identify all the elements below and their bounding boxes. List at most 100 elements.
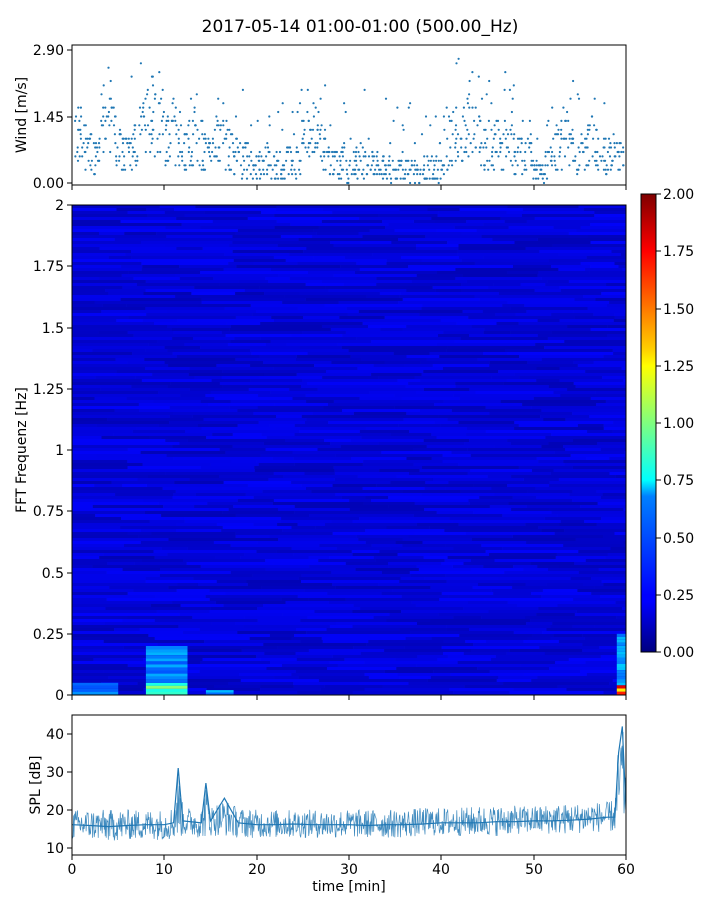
- spectrogram-cell: [424, 577, 499, 580]
- wind-point: [605, 164, 608, 167]
- spectrogram-cell: [205, 595, 298, 598]
- wind-point: [295, 146, 298, 149]
- spectrogram-cell: [185, 430, 268, 433]
- wind-point: [554, 133, 557, 136]
- spectrogram-cell: [417, 622, 527, 625]
- spectrogram-cell: [446, 628, 469, 631]
- spectrogram-cell: [221, 376, 260, 379]
- spectrogram-cell: [266, 436, 362, 439]
- wind-point: [313, 150, 316, 154]
- wind-point: [554, 164, 557, 167]
- wind-point: [322, 168, 325, 171]
- wind-point: [454, 128, 457, 131]
- spectrogram-cell: [473, 511, 552, 514]
- spectrogram-cell: [122, 286, 195, 289]
- spectrogram-cell: [409, 472, 468, 475]
- wind-point: [233, 173, 236, 176]
- spectrogram-cell: [601, 580, 626, 583]
- wind-point: [90, 159, 93, 162]
- wind-point: [451, 164, 454, 167]
- wind-point: [437, 181, 440, 185]
- spectrogram-cell: [148, 343, 185, 346]
- spectrogram-cell: [325, 286, 433, 289]
- wind-point: [460, 146, 463, 149]
- spectrogram-cell: [72, 562, 108, 565]
- wind-point: [505, 128, 508, 131]
- wind-point: [567, 146, 570, 149]
- spectrogram-cell: [399, 295, 475, 298]
- wind-point: [146, 93, 149, 96]
- spectrogram-cell: [166, 454, 261, 457]
- spectrogram-cell: [350, 439, 424, 442]
- spectrogram-cell: [537, 238, 620, 241]
- spectrogram-cell: [553, 634, 583, 637]
- spectrogram-cell: [263, 361, 332, 364]
- spectrogram-cell: [473, 484, 508, 487]
- spectrogram-cell: [72, 403, 139, 406]
- spectrogram-cell: [471, 559, 495, 562]
- spectrogram-cell: [552, 622, 626, 625]
- spectrogram-cell: [184, 520, 281, 523]
- spectrogram-cell: [272, 457, 294, 460]
- spectrogram-cell: [254, 469, 335, 472]
- spectrogram-cell: [167, 310, 256, 313]
- wind-point: [516, 150, 519, 154]
- wind-point: [446, 168, 449, 171]
- spectrogram-cell: [126, 304, 199, 307]
- spectrogram-cell: [549, 481, 626, 484]
- spectrogram-cell: [623, 379, 626, 382]
- wind-point: [609, 168, 612, 171]
- wind-point: [295, 177, 298, 180]
- spectrogram-cell: [509, 691, 604, 694]
- spectrogram-cell: [105, 622, 212, 625]
- spectrogram-cell: [507, 301, 610, 304]
- spectrogram-cell: [203, 418, 307, 421]
- spectrogram-cell: [465, 640, 487, 643]
- spectrogram-cell: [361, 358, 427, 361]
- spectrogram-cell: [624, 451, 626, 454]
- wind-point: [298, 168, 301, 171]
- spectrogram-cell: [586, 457, 610, 460]
- spectrogram-cell: [199, 670, 296, 673]
- wind-point: [203, 150, 206, 154]
- wind-point: [177, 155, 180, 158]
- wind-point: [318, 133, 321, 136]
- wind-point: [94, 146, 97, 149]
- spectrogram-cell: [349, 508, 425, 511]
- spectrogram-cell: [352, 691, 453, 694]
- spectrogram-cell: [548, 442, 598, 445]
- spectrogram-cell: [270, 391, 370, 394]
- wind-point: [112, 124, 116, 127]
- wind-point: [359, 142, 362, 145]
- spectrogram-cell: [140, 541, 214, 544]
- spectrogram-cell: [458, 421, 515, 424]
- wind-point: [343, 142, 346, 145]
- wind-point: [338, 173, 341, 176]
- wind-point: [574, 155, 577, 158]
- wind-point: [550, 159, 553, 162]
- wind-point: [160, 119, 163, 122]
- wind-point: [151, 75, 154, 78]
- wind-point: [388, 155, 391, 158]
- spectrogram-cell: [200, 226, 275, 229]
- wind-point: [424, 115, 428, 118]
- wind-point: [258, 177, 262, 180]
- spectrogram-cell: [154, 619, 258, 622]
- spectrogram-cell: [356, 535, 409, 538]
- spectrogram-cell: [201, 301, 283, 304]
- spectrogram-cell: [427, 205, 508, 208]
- wind-point: [96, 150, 99, 154]
- spectrogram-cell: [580, 226, 626, 229]
- spl-y-axis: 10 20 30 40: [46, 727, 72, 857]
- spectrogram-cell: [265, 277, 290, 280]
- wind-point: [394, 168, 397, 171]
- spectrogram-cell: [558, 268, 586, 271]
- spectrogram-cell: [191, 292, 236, 295]
- spectrogram-cell: [72, 319, 117, 322]
- spectrogram-cell: [298, 238, 398, 241]
- colorbar-tick-label: 0.25: [663, 588, 694, 604]
- wind-point: [530, 150, 533, 154]
- spectrogram-cell: [244, 616, 308, 619]
- wind-point: [474, 106, 477, 109]
- spectrogram-cell: [517, 604, 558, 607]
